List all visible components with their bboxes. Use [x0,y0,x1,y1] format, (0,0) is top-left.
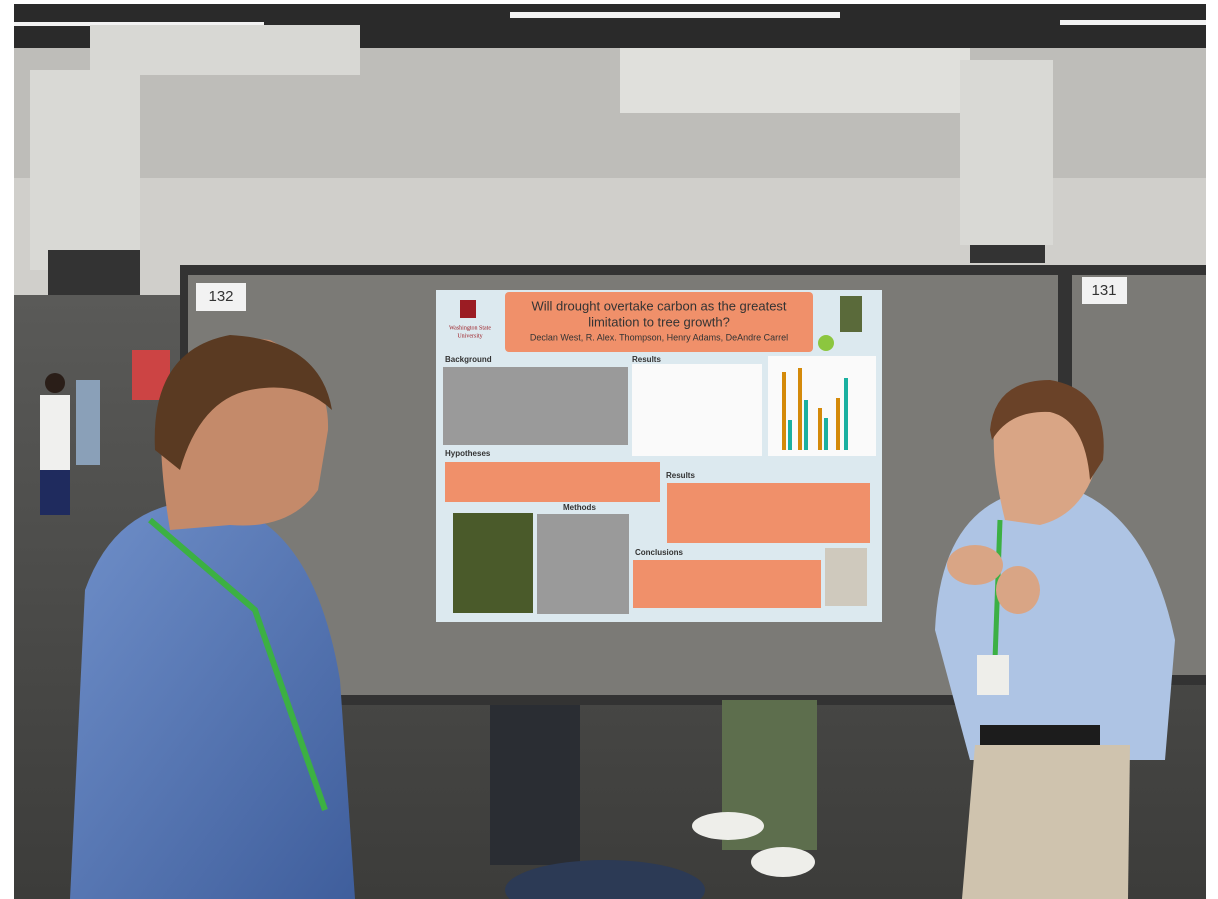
person-legs [490,705,580,865]
board-number-card [196,283,246,311]
forest-photo [453,513,533,613]
board-number: 131 [1091,282,1116,299]
text-box [667,483,870,543]
section-heading: Background [445,355,492,364]
text-box [537,514,629,614]
person-hair [154,335,332,470]
figure-bars [782,368,848,450]
person-trousers [962,745,1130,899]
badge [977,655,1009,695]
chair [505,860,705,899]
text-box [445,462,660,502]
section-heading: Results [632,355,661,364]
shoe [692,812,764,840]
light [510,12,840,18]
title-box [505,292,813,352]
poster-title: Will drought overtake carbon as the grea… [531,298,786,313]
poster-title: limitation to tree growth? [588,314,730,329]
person [40,470,70,515]
section-heading: Hypotheses [445,449,491,458]
text-box [633,560,821,608]
vent [970,245,1045,263]
person-hair [990,380,1104,480]
shoe [751,847,815,877]
person [76,380,100,465]
vent [48,250,140,295]
photo-thumb [825,548,867,606]
light [1060,20,1206,25]
duct [30,70,140,270]
board-number-card [1082,277,1127,304]
person-head [993,392,1096,525]
institution: University [457,333,482,339]
person-shirt [70,505,355,899]
lanyard [148,517,328,811]
logo [818,335,834,351]
duct [90,25,360,75]
person [45,373,65,393]
figure [632,364,762,456]
duct [620,48,970,113]
institution: Washington State [449,325,491,331]
section-heading: Conclusions [635,548,684,557]
poster-authors: Declan West, R. Alex. Thompson, Henry Ad… [530,332,788,342]
photo-thumb [840,296,862,332]
logo [460,300,476,318]
section-heading: Methods [563,503,596,512]
belt [980,725,1100,747]
board-number: 132 [208,288,233,305]
text-box [443,367,628,445]
hand [996,566,1040,614]
person [40,395,70,470]
duct [960,60,1053,245]
section-heading: Results [666,471,695,480]
hand [947,545,1003,585]
light [14,22,264,26]
